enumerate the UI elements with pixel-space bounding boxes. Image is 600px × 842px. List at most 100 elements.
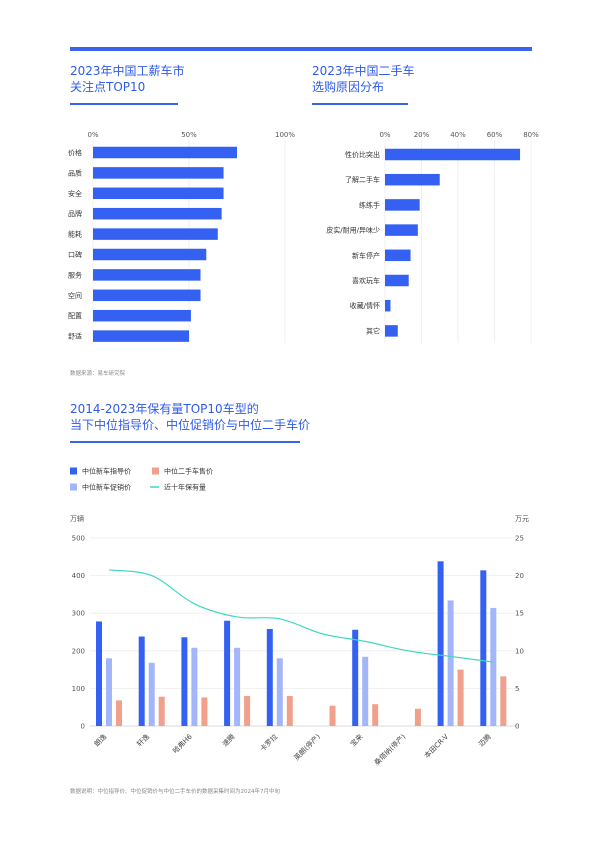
chart3-bar (224, 620, 231, 726)
chart2-x-tick-label: 40% (450, 131, 466, 139)
chart1-category-label: 口碑 (68, 250, 82, 259)
top-accent-bar (70, 47, 532, 51)
source-note-top: 数据来源：易车研究院 (70, 371, 126, 377)
chart1-bar (93, 309, 191, 322)
chart3-bar (138, 636, 145, 726)
chart3-bar (201, 697, 208, 726)
chart2-bar (385, 148, 521, 161)
chart1-bar (93, 330, 189, 342)
chart2-title: 2023年中国二手车 选购原因分布 (312, 64, 415, 94)
chart1-category-label: 服务 (68, 270, 82, 279)
chart3-bar (106, 658, 112, 726)
chart3-bar (234, 647, 241, 726)
chart1-category-label: 品牌 (68, 209, 82, 218)
chart2-bar (385, 199, 420, 211)
chart3-bar (244, 695, 251, 726)
chart2-bar (385, 274, 409, 287)
chart2-bar (385, 249, 411, 262)
chart3-category-label: 宝来 (348, 732, 364, 748)
chart3-legend-swatch (70, 483, 77, 491)
chart3-y-left-tick-label: 300 (72, 610, 85, 618)
chart3-category-label: 英朗(停产) (292, 732, 322, 762)
chart3-bar (181, 637, 188, 726)
chart3-y-right-unit: 万元 (515, 515, 529, 523)
chart3-bar (191, 647, 198, 726)
chart3-y-right-tick-label: 15 (515, 610, 524, 618)
chart2-bar (385, 224, 418, 236)
chart3-y-left-tick-label: 400 (72, 572, 85, 580)
chart3-y-right-tick-label: 20 (515, 572, 524, 580)
chart3-category-label: 哈弗H6 (171, 732, 195, 756)
chart1-x-tick-label: 0% (87, 131, 98, 139)
chart3-legend-label: 近十年保有量 (164, 483, 206, 492)
chart3-bar (490, 607, 497, 726)
chart3-y-right-tick-label: 0 (515, 723, 519, 731)
chart1-bar (93, 289, 201, 302)
chart3-y-left-tick-label: 0 (81, 723, 85, 731)
chart3-bar (96, 621, 102, 726)
chart1-category-label: 舒适 (68, 332, 82, 341)
chart3-bar (276, 658, 283, 726)
chart3-legend-swatch (152, 467, 159, 475)
chart3-category-label: 迈腾 (476, 732, 492, 748)
chart3-y-left-tick-label: 100 (72, 685, 85, 693)
chart3-bar (362, 656, 369, 726)
chart1-category-label: 品质 (68, 168, 82, 177)
chart3-bar (148, 662, 155, 726)
chart3-y-left-tick-label: 500 (72, 535, 85, 543)
chart3-bar (457, 669, 464, 726)
chart2-x-tick-label: 0% (379, 131, 390, 139)
chart1-bar (93, 187, 224, 200)
chart3-legend-label: 中位二手车售价 (164, 467, 213, 476)
chart2-x-tick-label: 80% (523, 131, 539, 139)
chart3-title-rule (70, 441, 300, 443)
chart3-y-right-tick-label: 25 (515, 535, 524, 543)
chart3-y-right-tick-label: 5 (515, 685, 519, 693)
chart3-title: 2014-2023年保有量TOP10车型的 当下中位指导价、中位促销价与中位二手… (70, 402, 311, 432)
chart2-x-tick-label: 20% (414, 131, 430, 139)
chart2-category-label: 喜欢玩车 (352, 276, 380, 285)
chart3-y-left-tick-label: 200 (72, 647, 85, 655)
chart3-series-line (108, 569, 494, 663)
chart3-legend-label: 中位新车指导价 (82, 467, 131, 476)
chart3-bar (158, 696, 165, 726)
chart3-legend-label: 中位新车促销价 (82, 483, 131, 492)
chart1-category-label: 能耗 (68, 230, 82, 239)
chart3-category-label: 本田CR-V (422, 732, 450, 760)
chart2-category-label: 收藏/情怀 (350, 301, 380, 310)
chart3-legend-swatch (70, 467, 77, 475)
chart1-x-tick-label: 50% (181, 131, 197, 139)
chart3-category-label: 轩逸 (135, 732, 151, 748)
chart3-category-label: 速腾 (220, 732, 236, 748)
chart3-bar (329, 705, 336, 726)
chart3-bar (286, 695, 293, 726)
chart3-category-label: 桑塔纳(停产) (372, 732, 407, 767)
chart2-bar (385, 325, 398, 337)
chart1-category-label: 配置 (68, 312, 82, 320)
chart3-category-label: 朗逸 (92, 732, 108, 748)
chart2-category-label: 皮实/耐用/异味少 (326, 226, 380, 235)
chart3-y-left-unit: 万辆 (70, 514, 84, 523)
chart1-category-label: 价格 (68, 148, 82, 157)
chart3-bar (352, 629, 359, 726)
chart2-category-label: 其它 (366, 326, 380, 335)
chart3-bar (500, 676, 507, 726)
chart1-category-label: 安全 (68, 189, 82, 198)
chart1-title-rule (70, 103, 178, 105)
chart2-category-label: 性价比突出 (345, 150, 380, 159)
chart1-bar (93, 248, 207, 261)
chart2-category-label: 新车停产 (352, 251, 380, 260)
chart1-title: 2023年中国工薪车市 关注点TOP10 (70, 64, 185, 94)
chart2-x-tick-label: 60% (487, 131, 503, 139)
chart3-bar (447, 600, 454, 726)
chart1-bar (93, 269, 201, 281)
chart3-bar (372, 704, 379, 726)
chart2-category-label: 了解二手车 (345, 175, 380, 184)
chart2-title-rule (312, 103, 408, 105)
chart3-category-label: 卡罗拉 (258, 732, 279, 753)
chart2-bar (385, 299, 391, 312)
chart1-bar (93, 167, 224, 179)
source-note-bottom: 数据说明：中位指导价、中位促销价与中位二手车价的数据采集时间为2024年7月中旬 (70, 789, 280, 795)
chart3-bar (116, 700, 122, 726)
